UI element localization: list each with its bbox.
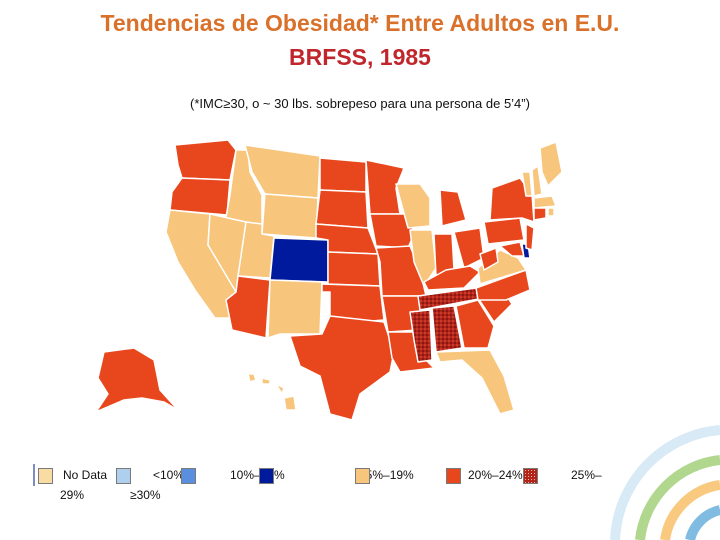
state-massachusetts	[533, 195, 557, 209]
legend-label-no-data: No Data	[63, 468, 108, 482]
state-new-york	[489, 177, 535, 223]
legend-label-ge30: ≥30%	[130, 488, 161, 502]
legend-label-29: 29%	[60, 488, 85, 502]
state-west-virginia	[479, 247, 499, 271]
state-new-mexico	[267, 279, 323, 339]
state-mississippi	[409, 309, 433, 363]
legend-swatch-ge30	[523, 468, 538, 484]
state-minnesota	[365, 159, 405, 215]
legend-label-lt10: <10%	[153, 468, 185, 482]
state-florida	[435, 349, 515, 415]
legend-swatch-no-data	[38, 468, 53, 484]
legend-label-20-24: 20%–24%	[468, 468, 523, 482]
state-texas	[289, 315, 395, 421]
state-wisconsin	[395, 183, 431, 229]
state-michigan	[439, 189, 467, 227]
legend-label-25-29: 25%–	[571, 468, 602, 482]
state-alaska	[95, 347, 179, 413]
state-washington	[174, 139, 237, 181]
state-alabama	[431, 305, 463, 353]
state-north-dakota	[319, 157, 367, 193]
legend-label-15-19: 15%–19%	[359, 468, 414, 482]
state-new-hampshire	[531, 165, 543, 197]
legend-swatch-25-29	[446, 468, 461, 484]
legend-swatch-lt10	[116, 468, 131, 484]
state-oregon	[169, 177, 231, 216]
state-connecticut	[533, 207, 547, 221]
title-line-1: Tendencias de Obesidad* Entre Adultos en…	[100, 10, 620, 36]
state-kansas	[327, 251, 381, 287]
legend-label-10-14: 10%–14%	[230, 468, 285, 482]
state-rhode-island	[547, 207, 555, 217]
state-hawaii	[247, 373, 297, 411]
state-ohio	[453, 227, 485, 269]
subtitle: (*IMC≥30, o ~ 30 lbs. sobrepeso para una…	[190, 96, 530, 111]
legend-swatch-10-14	[181, 468, 196, 484]
decorative-arcs	[610, 425, 720, 540]
legend-frame	[33, 464, 35, 486]
state-wyoming	[261, 193, 319, 239]
state-colorado	[269, 237, 329, 283]
state-maine	[539, 141, 563, 187]
state-georgia	[455, 299, 495, 349]
state-pennsylvania	[483, 217, 525, 245]
state-south-dakota	[315, 189, 369, 229]
title-line-2: BRFSS, 1985	[289, 44, 431, 70]
legend-swatch-15-19	[259, 468, 274, 484]
state-vermont	[521, 171, 533, 197]
state-illinois	[409, 229, 437, 287]
state-new-jersey	[525, 223, 535, 251]
legend-swatch-20-24	[355, 468, 370, 484]
